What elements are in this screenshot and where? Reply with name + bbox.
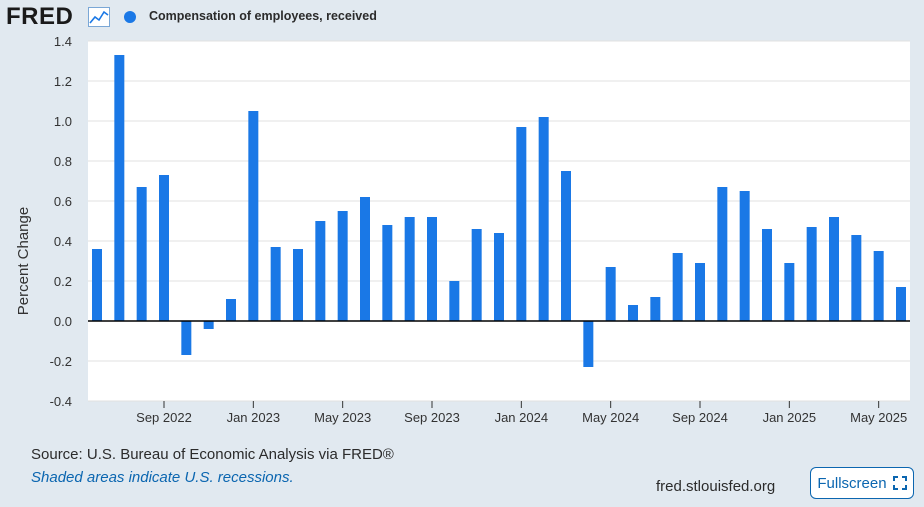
bar[interactable]	[293, 249, 303, 321]
site-url[interactable]: fred.stlouisfed.org	[656, 478, 776, 495]
bar[interactable]	[762, 229, 772, 321]
bar[interactable]	[427, 217, 437, 321]
bar[interactable]	[628, 305, 638, 321]
bar[interactable]	[114, 55, 125, 321]
bar[interactable]	[561, 171, 571, 321]
x-tick-label: Sep 2022	[136, 410, 192, 425]
y-tick-label: 0.6	[54, 194, 72, 209]
bar[interactable]	[829, 217, 839, 321]
y-tick-label: 0.8	[54, 154, 72, 169]
bar[interactable]	[851, 235, 862, 321]
y-tick-label: 0.2	[54, 274, 72, 289]
bar[interactable]	[806, 227, 817, 321]
bar[interactable]	[270, 247, 281, 321]
chart-header: FRED Compensation of employees, received	[0, 0, 924, 34]
bar-chart: 1.4 1.2 1.0 0.8 0.6 0.4 0.2 0.0 -0.2 -0.4 Sep 202…	[15, 34, 910, 425]
y-tick-label: 0.0	[54, 314, 72, 329]
x-tick-label: Sep 2023	[404, 410, 460, 425]
bar[interactable]	[315, 221, 326, 321]
y-tick-label: 1.0	[54, 114, 72, 129]
x-tick-label: May 2024	[582, 410, 639, 425]
y-tick-label: 1.4	[54, 34, 72, 49]
bar[interactable]	[404, 217, 415, 321]
bar[interactable]	[583, 321, 594, 367]
bar[interactable]	[360, 197, 370, 321]
bar[interactable]	[516, 127, 527, 321]
fullscreen-label: Fullscreen	[817, 474, 887, 492]
y-axis-label: Percent Change	[15, 207, 32, 315]
bar[interactable]	[203, 321, 214, 329]
bar[interactable]	[538, 117, 549, 321]
bar[interactable]	[92, 249, 102, 321]
source-text: Source: U.S. Bureau of Economic Analysis…	[31, 446, 394, 463]
bar[interactable]	[471, 229, 482, 321]
y-tick-label: 1.2	[54, 74, 72, 89]
bar[interactable]	[650, 297, 661, 321]
plot-area	[88, 41, 910, 401]
y-axis-ticks: 1.4 1.2 1.0 0.8 0.6 0.4 0.2 0.0 -0.2 -0.4	[50, 34, 72, 409]
bars	[92, 55, 906, 367]
bar[interactable]	[449, 281, 460, 321]
bar[interactable]	[695, 263, 705, 321]
y-tick-label: -0.2	[50, 354, 72, 369]
legend-series-label: Compensation of employees, received	[149, 9, 377, 23]
bar[interactable]	[717, 187, 728, 321]
bar[interactable]	[382, 225, 393, 321]
x-axis-ticks: Sep 2022 Jan 2023 May 2023 Sep 2023 Jan 2024…	[136, 401, 907, 425]
x-tick-label: Jan 2024	[495, 410, 549, 425]
recession-note[interactable]: Shaded areas indicate U.S. recessions.	[31, 469, 294, 486]
x-tick-label: Jan 2025	[763, 410, 817, 425]
x-tick-label: Sep 2024	[672, 410, 728, 425]
bar[interactable]	[248, 111, 259, 321]
bar[interactable]	[672, 253, 683, 321]
y-tick-label: -0.4	[50, 394, 72, 409]
expand-icon	[892, 476, 907, 490]
bar[interactable]	[739, 191, 750, 321]
bar[interactable]	[159, 175, 169, 321]
legend-marker	[124, 11, 136, 23]
x-tick-label: Jan 2023	[227, 410, 281, 425]
line-chart-icon	[88, 7, 110, 27]
y-tick-label: 0.4	[54, 234, 72, 249]
bar[interactable]	[226, 299, 236, 321]
bar[interactable]	[337, 211, 348, 321]
x-tick-label: May 2023	[314, 410, 371, 425]
bar[interactable]	[873, 251, 884, 321]
fred-logo[interactable]: FRED	[6, 3, 74, 30]
bar[interactable]	[784, 263, 795, 321]
x-tick-label: May 2025	[850, 410, 907, 425]
fullscreen-button[interactable]: Fullscreen	[810, 467, 914, 499]
bar[interactable]	[605, 267, 616, 321]
bar[interactable]	[494, 233, 504, 321]
bar[interactable]	[136, 187, 147, 321]
bar[interactable]	[896, 287, 906, 321]
bar[interactable]	[181, 321, 192, 355]
